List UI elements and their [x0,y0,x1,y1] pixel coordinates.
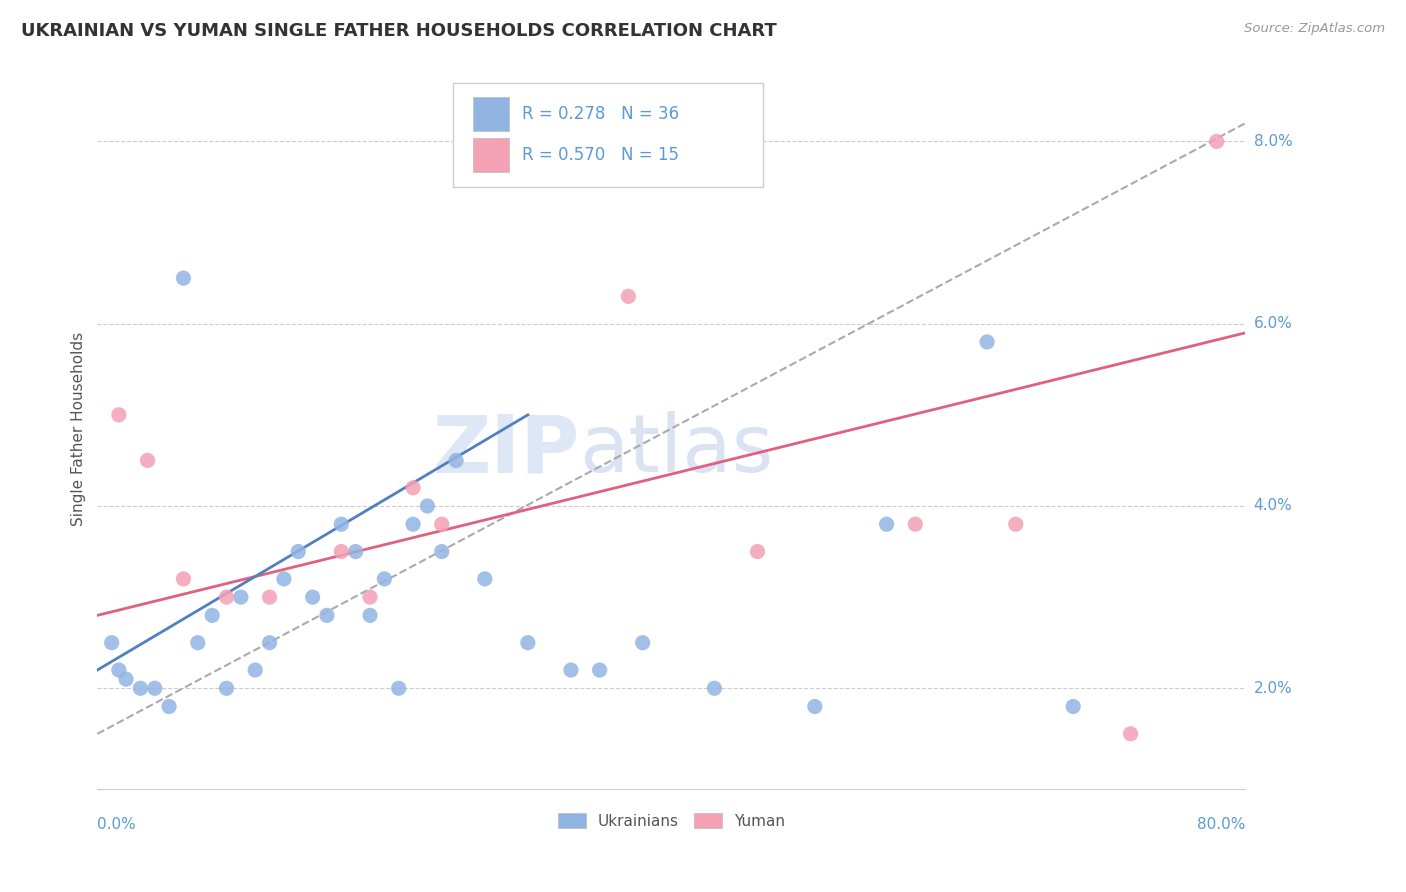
Point [215,590,238,604]
Point [359,608,381,623]
Point [703,681,725,696]
Point [129,681,152,696]
Point [172,271,194,285]
Point [617,289,640,303]
Point [474,572,496,586]
Point [588,663,610,677]
Point [516,636,538,650]
Point [330,544,353,558]
Point [100,636,122,650]
FancyBboxPatch shape [472,137,509,172]
Point [430,517,453,532]
Text: UKRAINIAN VS YUMAN SINGLE FATHER HOUSEHOLDS CORRELATION CHART: UKRAINIAN VS YUMAN SINGLE FATHER HOUSEHO… [21,22,778,40]
Point [330,517,353,532]
Point [136,453,159,467]
Text: 0.0%: 0.0% [97,817,136,832]
Point [876,517,898,532]
FancyBboxPatch shape [453,83,763,187]
Text: 4.0%: 4.0% [1254,499,1292,514]
Point [287,544,309,558]
Point [373,572,395,586]
Point [172,572,194,586]
Point [747,544,769,558]
Point [108,408,131,422]
Text: R = 0.278   N = 36: R = 0.278 N = 36 [522,105,679,123]
FancyBboxPatch shape [472,96,509,131]
Text: atlas: atlas [579,411,773,489]
Y-axis label: Single Father Households: Single Father Households [72,332,86,525]
Point [115,672,138,686]
Point [430,544,453,558]
Point [631,636,654,650]
Point [560,663,582,677]
Point [143,681,166,696]
Point [1119,727,1142,741]
Point [108,663,131,677]
Point [344,544,367,558]
Point [201,608,224,623]
Text: 8.0%: 8.0% [1254,134,1292,149]
Point [1062,699,1084,714]
Point [402,481,425,495]
Point [259,590,281,604]
Point [215,681,238,696]
Point [316,608,339,623]
Point [301,590,323,604]
Point [388,681,411,696]
Point [273,572,295,586]
Text: R = 0.570   N = 15: R = 0.570 N = 15 [522,146,679,164]
Point [804,699,827,714]
Text: Source: ZipAtlas.com: Source: ZipAtlas.com [1244,22,1385,36]
Point [1004,517,1026,532]
Point [976,334,998,349]
Legend: Ukrainians, Yuman: Ukrainians, Yuman [553,806,790,835]
Point [359,590,381,604]
Text: 6.0%: 6.0% [1254,316,1292,331]
Point [416,499,439,513]
Point [229,590,252,604]
Point [245,663,267,677]
Point [259,636,281,650]
Text: 2.0%: 2.0% [1254,681,1292,696]
Point [157,699,180,714]
Point [444,453,467,467]
Point [187,636,209,650]
Text: ZIP: ZIP [432,411,579,489]
Point [1205,135,1227,149]
Point [402,517,425,532]
Text: 80.0%: 80.0% [1197,817,1246,832]
Point [904,517,927,532]
